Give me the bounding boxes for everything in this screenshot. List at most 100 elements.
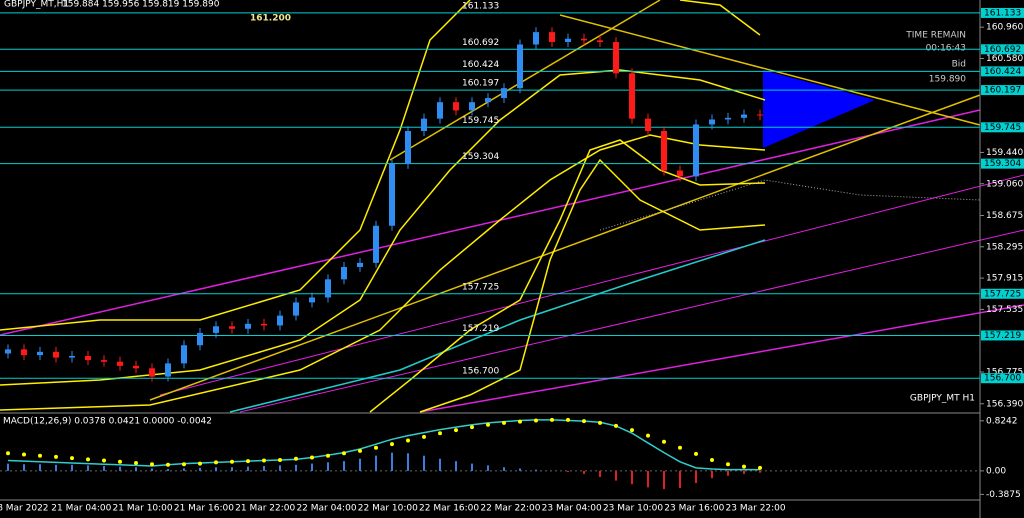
bollinger-band bbox=[0, 0, 471, 331]
macd-signal-dot bbox=[310, 455, 314, 460]
level-box-label: 159.745 bbox=[984, 123, 1021, 133]
y-tick-label: 156.775 bbox=[986, 368, 1023, 378]
candle-body bbox=[501, 88, 507, 99]
macd-signal-dot bbox=[454, 428, 458, 433]
macd-signal-dot bbox=[374, 445, 378, 450]
macd-signal-dot bbox=[614, 423, 618, 428]
level-label: 160.424 bbox=[462, 60, 499, 70]
macd-title: MACD(12,26,9) 0.0378 0.0421 0.0000 -0.00… bbox=[3, 417, 212, 427]
macd-bar bbox=[743, 470, 745, 474]
macd-bar bbox=[711, 470, 713, 479]
macd-bar bbox=[151, 468, 153, 471]
watermark: GBPJPY_MT H1 bbox=[910, 394, 975, 404]
x-tick-label: 22 Mar 10:00 bbox=[358, 504, 418, 514]
macd-signal-dot bbox=[230, 459, 234, 464]
macd-bar bbox=[119, 466, 121, 471]
candle-body bbox=[405, 131, 411, 164]
macd-signal-dot bbox=[406, 438, 410, 443]
macd-signal-dot bbox=[342, 451, 346, 456]
candle-body bbox=[645, 118, 651, 132]
macd-bar bbox=[727, 470, 729, 476]
y-tick-label: 158.675 bbox=[986, 211, 1023, 221]
macd-signal-dot bbox=[70, 456, 74, 461]
level-box bbox=[981, 122, 1024, 133]
candle-body bbox=[229, 326, 235, 329]
level-label: 157.219 bbox=[462, 324, 499, 334]
candle-body bbox=[629, 73, 635, 119]
annotation: 161.200 bbox=[250, 14, 291, 24]
x-tick-label: 18 Mar 2022 bbox=[0, 504, 49, 514]
triangle-object bbox=[763, 70, 875, 148]
y-tick-label: 157.915 bbox=[986, 274, 1023, 284]
level-label: 160.197 bbox=[462, 79, 499, 89]
x-tick-label: 21 Mar 22:00 bbox=[235, 504, 295, 514]
macd-bar bbox=[55, 464, 57, 471]
trend-line bbox=[559, 14, 981, 126]
macd-bar bbox=[231, 467, 233, 471]
trend-line bbox=[159, 174, 1024, 396]
ichimoku-cloud bbox=[599, 179, 981, 231]
macd-bar bbox=[503, 467, 505, 471]
macd-signal-dot bbox=[518, 419, 522, 424]
candle-body bbox=[373, 225, 379, 263]
trend-line bbox=[149, 94, 981, 401]
y-tick-label: 159.060 bbox=[986, 179, 1023, 189]
macd-bar bbox=[247, 466, 249, 471]
macd-bar bbox=[375, 455, 377, 471]
candle-body bbox=[485, 98, 491, 103]
macd-signal-dot bbox=[214, 460, 218, 465]
macd-tick-label: -0.3875 bbox=[986, 490, 1021, 500]
trend-line bbox=[419, 304, 1024, 413]
macd-signal-dot bbox=[150, 462, 154, 467]
candle-body bbox=[309, 297, 315, 303]
macd-signal-dot bbox=[726, 462, 730, 467]
candle-body bbox=[693, 124, 699, 177]
candle-body bbox=[21, 349, 27, 356]
x-tick-label: 23 Mar 16:00 bbox=[664, 504, 724, 514]
candle-body bbox=[37, 351, 43, 356]
ohlc-header: 159.884 159.956 159.819 159.890 bbox=[62, 0, 220, 10]
level-box bbox=[981, 373, 1024, 384]
x-tick-label: 21 Mar 10:00 bbox=[113, 504, 173, 514]
x-tick-label: 23 Mar 22:00 bbox=[726, 504, 786, 514]
candle-body bbox=[389, 163, 395, 226]
candle-body bbox=[213, 326, 219, 333]
macd-signal-dot bbox=[166, 462, 170, 467]
macd-bar bbox=[631, 470, 633, 485]
macd-bar bbox=[407, 453, 409, 471]
level-box-label: 159.304 bbox=[984, 159, 1021, 169]
candle-body bbox=[565, 38, 571, 43]
symbol-header: GBPJPY_MT,H1 bbox=[4, 0, 69, 10]
bollinger-band bbox=[679, 0, 761, 36]
level-box bbox=[981, 7, 1024, 18]
macd-bar bbox=[215, 467, 217, 471]
macd-bar bbox=[71, 464, 73, 471]
y-tick-label: 158.295 bbox=[986, 242, 1023, 252]
candle-body bbox=[453, 102, 459, 111]
level-box bbox=[981, 330, 1024, 341]
macd-signal-dot bbox=[502, 420, 506, 425]
macd-signal-dot bbox=[598, 420, 602, 425]
candle-body bbox=[469, 102, 475, 111]
candle-body bbox=[69, 355, 75, 358]
macd-signal-dot bbox=[758, 465, 762, 470]
candle-body bbox=[165, 363, 171, 377]
macd-signal-dot bbox=[694, 451, 698, 456]
macd-bar bbox=[311, 463, 313, 471]
x-tick-label: 23 Mar 10:00 bbox=[603, 504, 663, 514]
macd-bar bbox=[647, 470, 649, 488]
macd-bar bbox=[7, 463, 9, 471]
candle-body bbox=[341, 266, 347, 280]
macd-bar bbox=[295, 464, 297, 471]
candle-body bbox=[437, 102, 443, 119]
macd-bar bbox=[423, 455, 425, 471]
macd-bar bbox=[103, 466, 105, 471]
macd-signal-dot bbox=[6, 451, 10, 456]
candle-body bbox=[277, 315, 283, 326]
macd-tick-label: 0.8242 bbox=[986, 416, 1018, 426]
macd-bar bbox=[615, 470, 617, 481]
macd-bar bbox=[439, 458, 441, 471]
macd-signal-dot bbox=[86, 457, 90, 462]
macd-bar bbox=[487, 465, 489, 471]
level-label: 160.692 bbox=[462, 38, 499, 48]
